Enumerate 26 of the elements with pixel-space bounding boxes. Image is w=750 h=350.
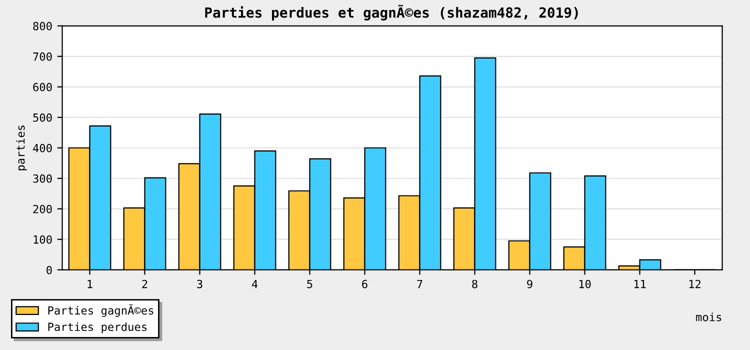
x-tick-label: 9 [527,280,532,288]
x-tick-label: 1 [88,280,92,288]
y-tick-label: 0 [46,266,52,274]
x-tick-label: 5 [307,280,312,288]
y-tick-label: 200 [33,204,52,214]
x-tick-label: 2 [142,280,148,288]
x-tick-label: 4 [252,280,258,288]
y-tick-label: 100 [34,235,52,244]
x-axis-title: mois [696,312,722,322]
x-tick-label: 6 [362,280,368,288]
x-tick-label: 12 [689,280,700,288]
y-tick-label: 400 [33,144,52,152]
y-tick-label: 800 [33,22,52,30]
x-tick-label: 3 [197,280,202,288]
x-tick-label: 11 [634,280,646,288]
x-tick-label: 8 [472,280,478,288]
y-tick-label: 500 [33,113,52,122]
x-tick-label: 7 [417,280,422,288]
chart-title: Parties perdues et gagnÃ©es (shazam482, 2019) [205,4,578,20]
legend-label: Parties perdues [48,322,146,334]
legend-label: Parties gagnÃ©es [48,304,154,317]
y-tick-label: 700 [33,52,52,61]
y-tick-label: 600 [33,82,52,92]
y-tick-label: 300 [33,174,52,183]
x-tick-label: 10 [579,280,591,288]
y-axis-title: parties [16,126,27,170]
